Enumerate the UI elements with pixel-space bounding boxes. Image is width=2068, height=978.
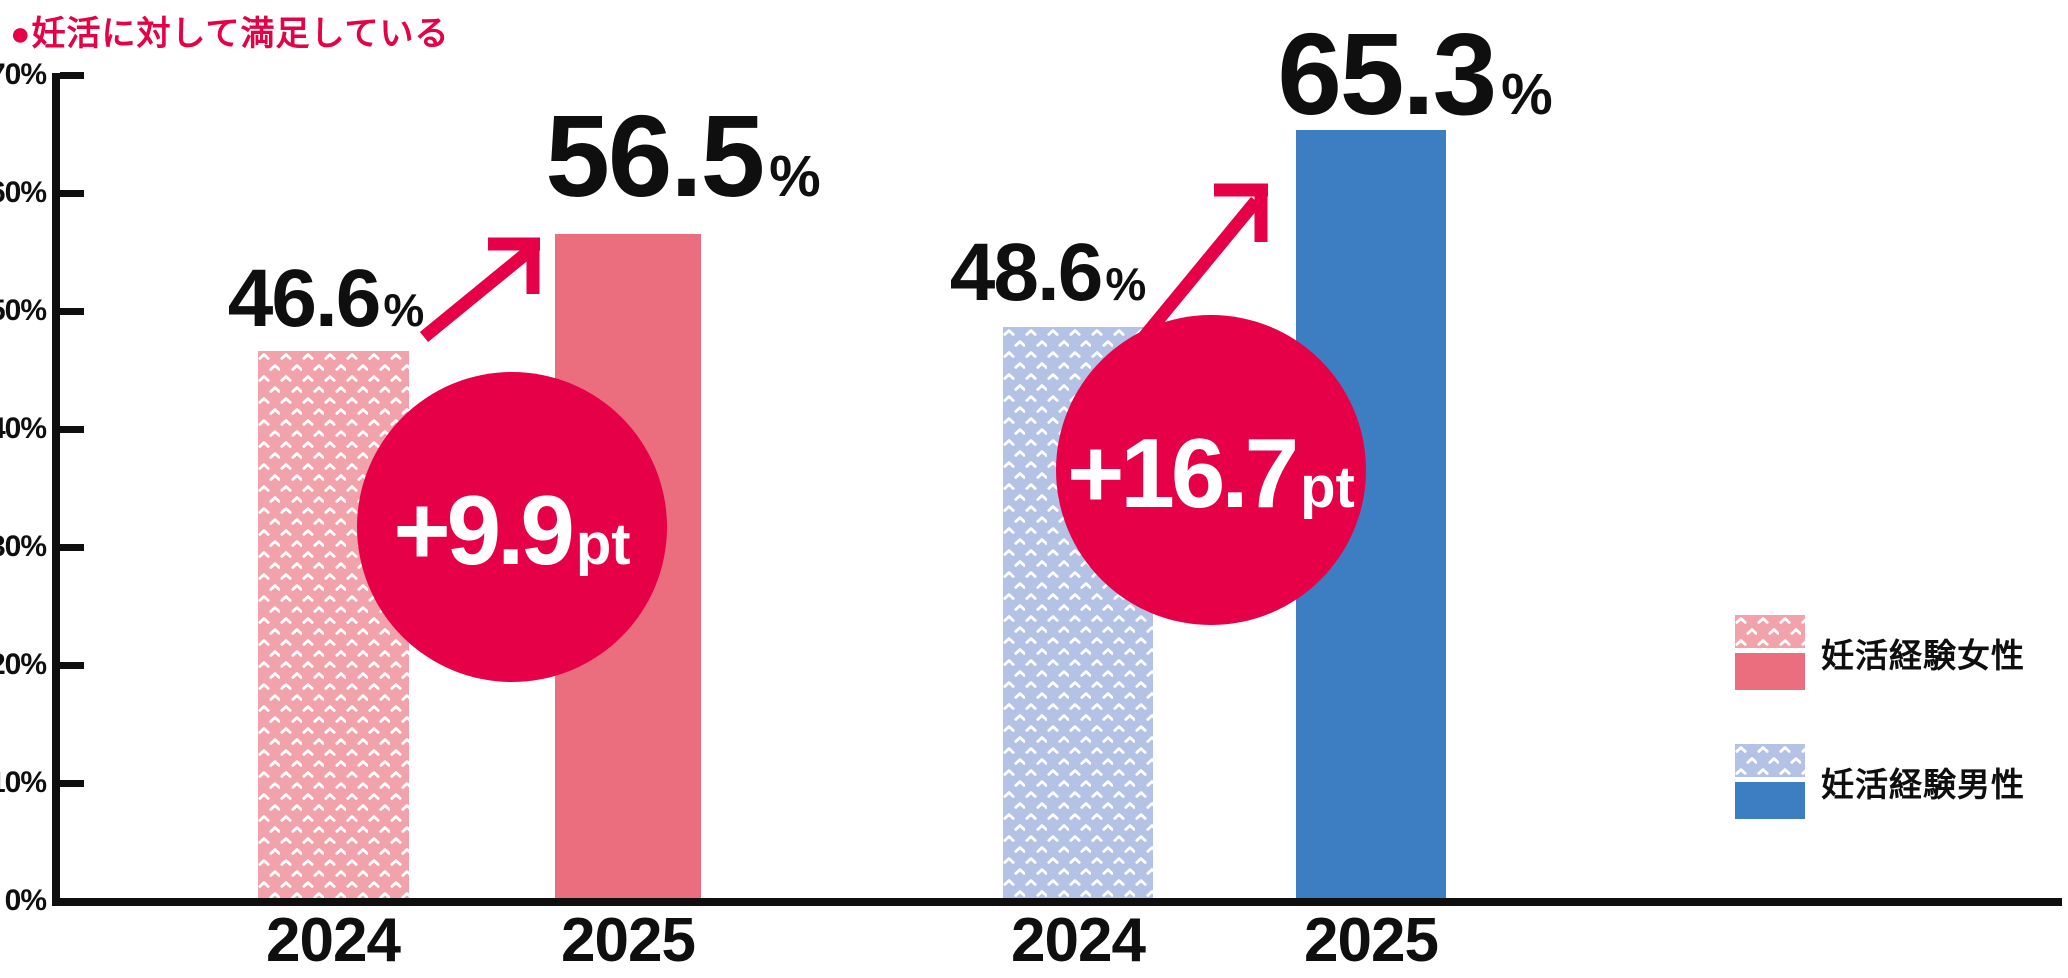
y-axis-label-30: 30% bbox=[0, 530, 47, 563]
value-label-women-2025: 56.5% bbox=[545, 98, 820, 214]
y-axis-label-50: 50% bbox=[0, 294, 47, 327]
y-axis-line bbox=[52, 73, 60, 906]
legend-swatch-men-pattern bbox=[1735, 744, 1805, 777]
change-badge-men: +16.7 pt bbox=[1056, 315, 1366, 625]
x-axis-label-men-2024: 2024 bbox=[1011, 906, 1146, 975]
legend-label-men: 妊活経験男性 bbox=[1821, 765, 2025, 803]
x-axis-label-men-2025: 2025 bbox=[1304, 906, 1439, 975]
y-tick-60 bbox=[60, 190, 84, 197]
legend-swatch-women-pattern bbox=[1735, 615, 1805, 648]
y-tick-30 bbox=[60, 544, 84, 551]
bar-women-2024 bbox=[258, 351, 409, 898]
badge-value: +16.7 bbox=[1067, 418, 1299, 528]
value-number: 46.6 bbox=[227, 253, 382, 344]
y-tick-20 bbox=[60, 662, 84, 669]
increase-arrow-icon-women bbox=[419, 237, 540, 343]
percent-sign: % bbox=[769, 144, 821, 209]
x-axis-line bbox=[52, 898, 2062, 906]
value-number: 56.5 bbox=[545, 91, 765, 221]
y-tick-50 bbox=[60, 308, 84, 315]
x-axis-label-women-2025: 2025 bbox=[561, 906, 696, 975]
badge-unit: pt bbox=[1300, 455, 1355, 520]
y-axis-label-20: 20% bbox=[0, 648, 47, 681]
y-axis-label-0: 0% bbox=[4, 884, 47, 917]
badge-value: +9.9 bbox=[393, 475, 574, 585]
legend-swatches-men bbox=[1735, 744, 1805, 819]
value-number: 65.3 bbox=[1277, 9, 1497, 139]
percent-sign: % bbox=[1501, 62, 1553, 127]
percent-sign: % bbox=[1105, 258, 1147, 310]
chart-title: ●妊活に対して満足している bbox=[10, 15, 450, 53]
value-label-men-2025: 65.3% bbox=[1277, 16, 1552, 132]
y-axis-label-60: 60% bbox=[0, 176, 47, 209]
percent-sign: % bbox=[383, 284, 425, 336]
value-label-men-2024: 48.6% bbox=[950, 232, 1147, 314]
y-axis-label-40: 40% bbox=[0, 412, 47, 445]
y-axis-label-10: 10% bbox=[0, 766, 47, 799]
legend-item-women: 妊活経験女性 bbox=[1735, 615, 2025, 690]
x-axis-label-women-2024: 2024 bbox=[266, 906, 401, 975]
legend-item-men: 妊活経験男性 bbox=[1735, 744, 2025, 819]
legend-swatch-men-solid bbox=[1735, 782, 1805, 819]
legend-swatch-women-solid bbox=[1735, 653, 1805, 690]
y-tick-10 bbox=[60, 780, 84, 787]
value-label-women-2024: 46.6% bbox=[228, 258, 425, 340]
legend-swatches-women bbox=[1735, 615, 1805, 690]
badge-unit: pt bbox=[575, 512, 631, 577]
change-badge-women: +9.9 pt bbox=[357, 372, 667, 682]
value-number: 48.6 bbox=[949, 227, 1104, 318]
legend-label-women: 妊活経験女性 bbox=[1821, 636, 2025, 674]
y-tick-70 bbox=[60, 72, 84, 79]
y-axis-label-70: 70% bbox=[0, 58, 47, 91]
y-tick-40 bbox=[60, 426, 84, 433]
